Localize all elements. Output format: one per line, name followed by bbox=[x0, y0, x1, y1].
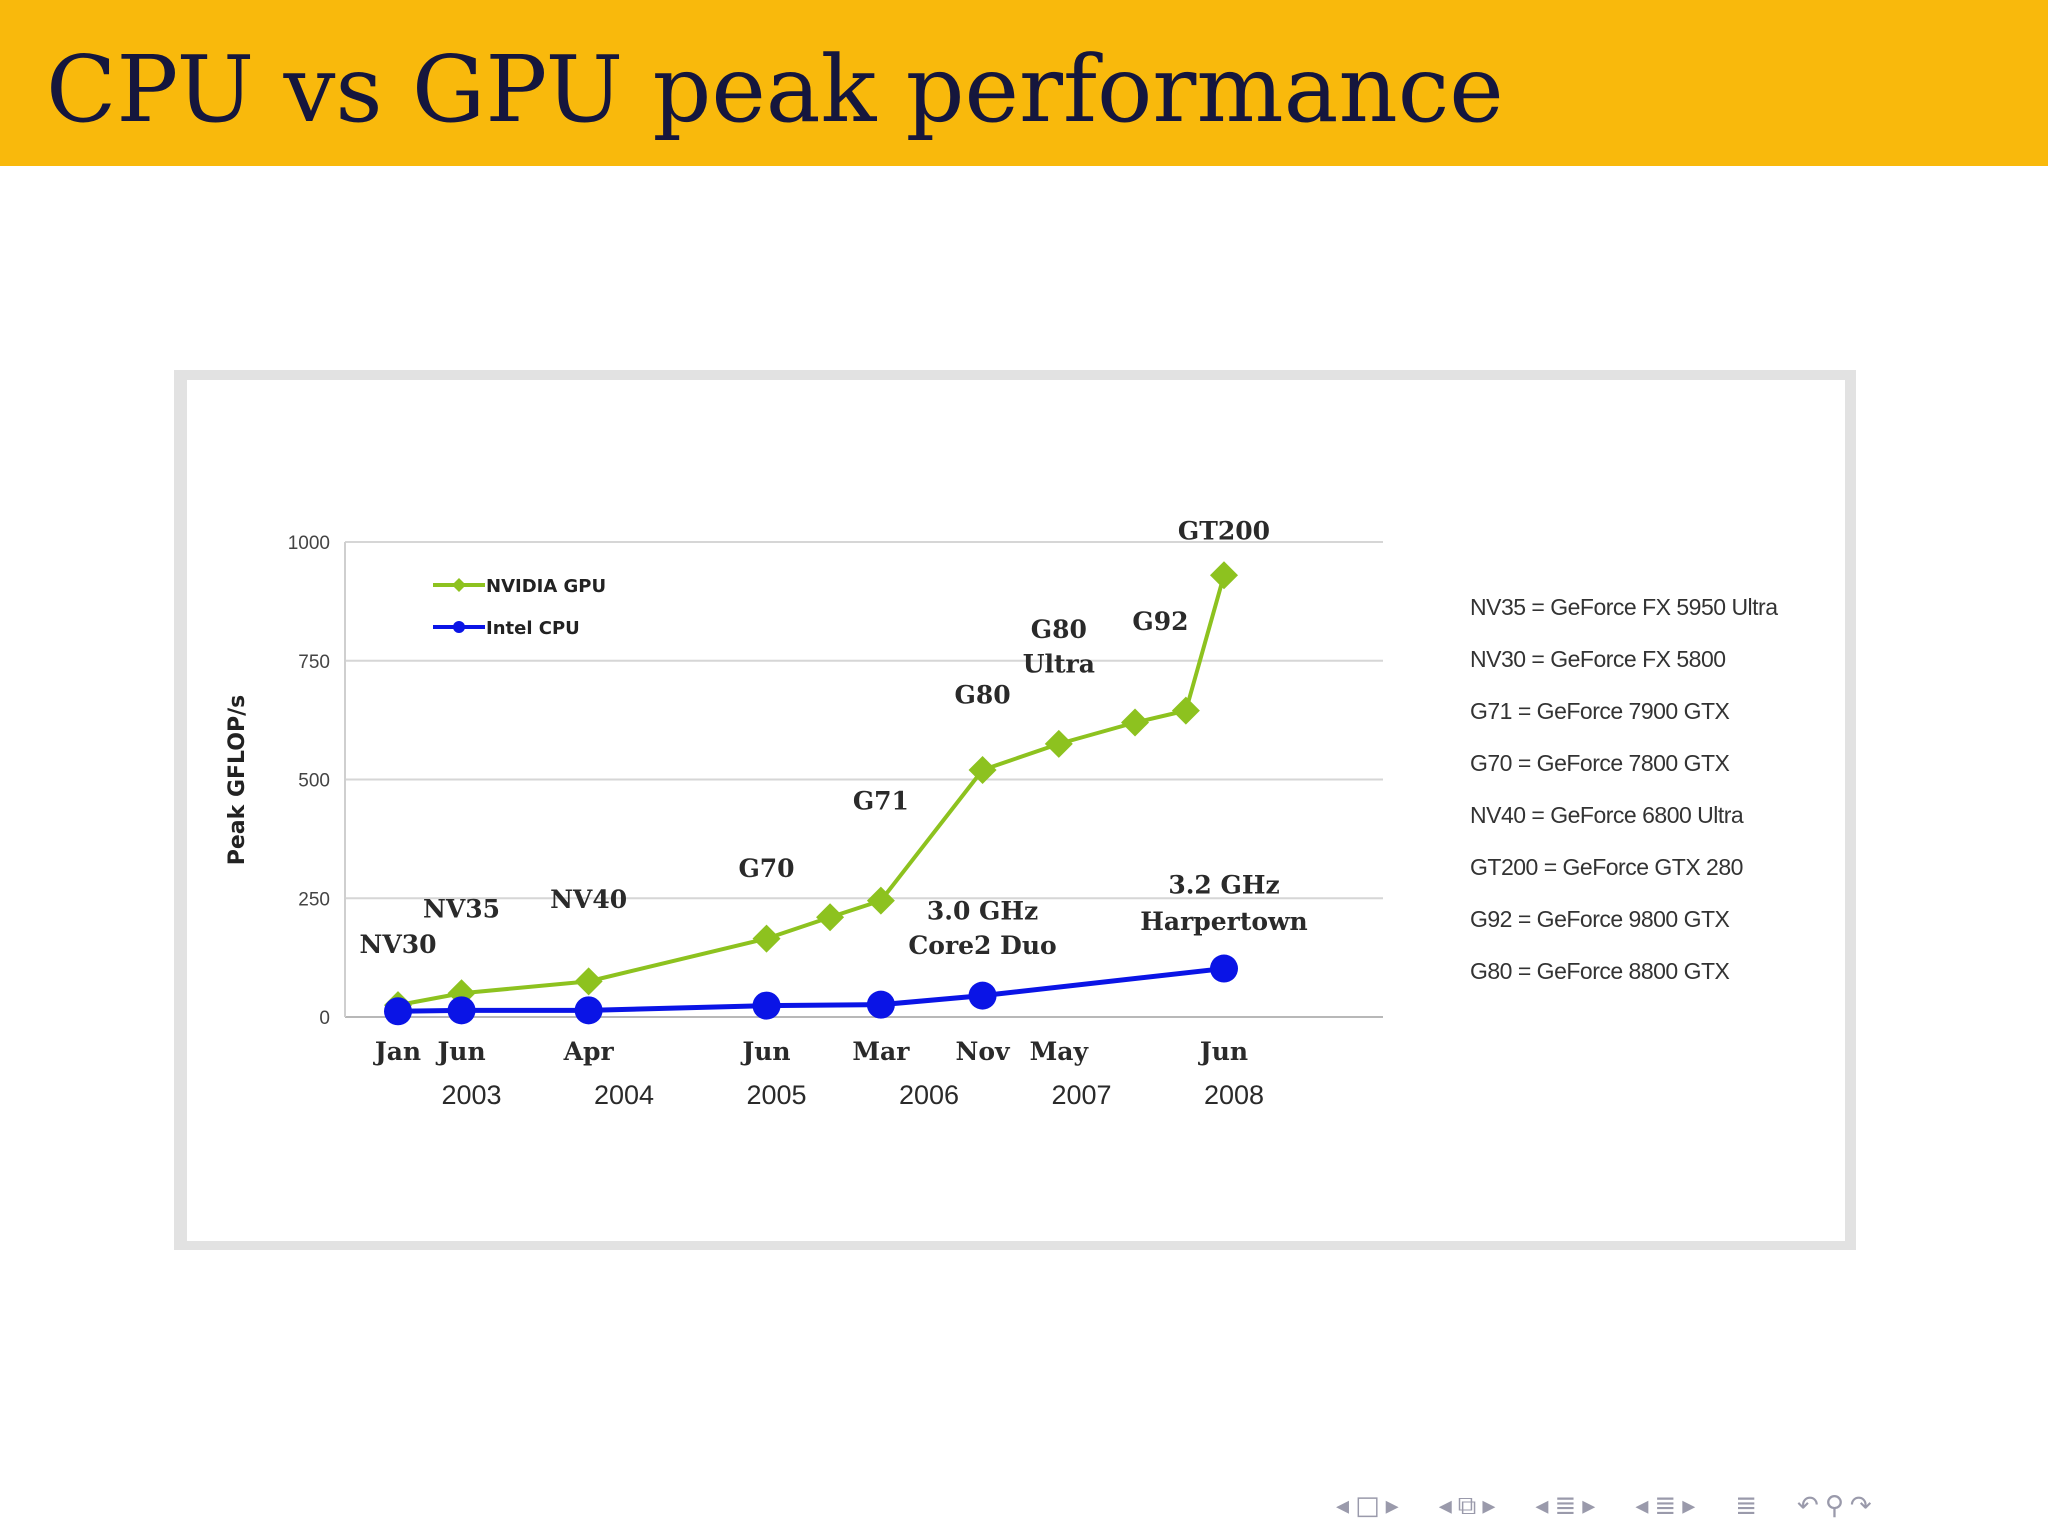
point-annotation: G80 bbox=[954, 681, 1010, 710]
x-tick-label: Apr bbox=[563, 1037, 615, 1066]
x-tick-label: Jun bbox=[740, 1037, 790, 1066]
gpu-data-point bbox=[1210, 561, 1238, 589]
glossary-entry: GT200 = GeForce GTX 280 bbox=[1470, 854, 1743, 880]
outline-icon[interactable]: ≣ bbox=[1735, 1491, 1757, 1521]
gpu-data-point bbox=[1121, 709, 1149, 737]
section-next-icon[interactable]: ▸ bbox=[1582, 1491, 1595, 1521]
cpu-data-point bbox=[575, 996, 603, 1024]
glossary-entry: G70 = GeForce 7800 GTX bbox=[1470, 750, 1730, 776]
legend-marker bbox=[453, 621, 465, 633]
x-year-label: 2007 bbox=[1051, 1080, 1111, 1110]
x-year-label: 2005 bbox=[746, 1080, 806, 1110]
point-annotation: G80 bbox=[1031, 615, 1087, 644]
point-annotation: G71 bbox=[853, 786, 909, 815]
legend-label: Intel CPU bbox=[486, 618, 580, 639]
point-annotation: Core2 Duo bbox=[908, 931, 1056, 960]
y-tick-label: 0 bbox=[319, 1008, 330, 1029]
point-annotation: NV40 bbox=[550, 885, 627, 914]
frame-icon[interactable]: □ bbox=[1355, 1491, 1380, 1521]
legend-marker bbox=[452, 578, 466, 592]
beamer-navigation: ◂ □ ▸ ◂ ⧉ ▸ ◂ ≣ ▸ ◂ ≣ ▸ ≣ ↶ ⚲ ↷ bbox=[1336, 1490, 1872, 1522]
x-tick-label: Mar bbox=[852, 1037, 910, 1066]
y-tick-label: 500 bbox=[298, 771, 330, 792]
cpu-data-point bbox=[867, 991, 895, 1019]
cpu-data-point bbox=[969, 982, 997, 1010]
cpu-data-point bbox=[1210, 955, 1238, 983]
glossary-entry: G92 = GeForce 9800 GTX bbox=[1470, 906, 1730, 932]
frame-prev-icon[interactable]: ◂ bbox=[1336, 1491, 1349, 1521]
y-tick-label: 250 bbox=[298, 889, 330, 910]
x-year-label: 2004 bbox=[594, 1080, 654, 1110]
part-next-icon[interactable]: ▸ bbox=[1682, 1491, 1695, 1521]
legend-label: NVIDIA GPU bbox=[486, 576, 606, 597]
point-annotation: NV35 bbox=[423, 894, 500, 923]
point-annotation: Ultra bbox=[1023, 650, 1095, 679]
x-tick-label: May bbox=[1030, 1037, 1090, 1066]
cpu-data-point bbox=[448, 996, 476, 1024]
point-annotation: NV30 bbox=[359, 930, 436, 959]
y-tick-label: 1000 bbox=[288, 533, 330, 554]
search-icon[interactable]: ⚲ bbox=[1825, 1491, 1844, 1521]
gpu-series-line bbox=[398, 575, 1224, 1005]
undo-icon[interactable]: ↶ bbox=[1797, 1491, 1819, 1521]
subsection-prev-icon[interactable]: ◂ bbox=[1439, 1491, 1452, 1521]
glossary-entry: NV30 = GeForce FX 5800 bbox=[1470, 646, 1726, 672]
point-annotation: Harpertown bbox=[1140, 907, 1307, 936]
gpu-data-point bbox=[1172, 697, 1200, 725]
subsection-icon[interactable]: ⧉ bbox=[1458, 1491, 1477, 1522]
cpu-data-point bbox=[753, 992, 781, 1020]
point-annotation: 3.0 GHz bbox=[927, 897, 1038, 926]
point-annotation: GT200 bbox=[1178, 517, 1270, 546]
glossary-entry: G80 = GeForce 8800 GTX bbox=[1470, 958, 1730, 984]
part-prev-icon[interactable]: ◂ bbox=[1635, 1491, 1648, 1521]
x-tick-label: Jun bbox=[435, 1037, 485, 1066]
gpu-data-point bbox=[575, 967, 603, 995]
glossary-entry: NV35 = GeForce FX 5950 Ultra bbox=[1470, 594, 1778, 620]
gpu-data-point bbox=[816, 903, 844, 931]
y-tick-label: 750 bbox=[298, 652, 330, 673]
point-annotation: 3.2 GHz bbox=[1168, 871, 1279, 900]
cpu-series-line bbox=[398, 969, 1224, 1012]
point-annotation: G70 bbox=[738, 854, 794, 883]
x-tick-label: Nov bbox=[956, 1037, 1012, 1066]
redo-icon[interactable]: ↷ bbox=[1850, 1491, 1872, 1521]
x-year-label: 2006 bbox=[899, 1080, 959, 1110]
frame-next-icon[interactable]: ▸ bbox=[1386, 1491, 1399, 1521]
y-axis-label: Peak GFLOP/s bbox=[225, 695, 250, 865]
part-icon[interactable]: ≣ bbox=[1654, 1491, 1676, 1521]
section-icon[interactable]: ≣ bbox=[1554, 1491, 1576, 1521]
subsection-next-icon[interactable]: ▸ bbox=[1482, 1491, 1495, 1521]
x-tick-label: Jun bbox=[1198, 1037, 1248, 1066]
x-year-label: 2003 bbox=[441, 1080, 501, 1110]
point-annotation: G92 bbox=[1132, 607, 1188, 636]
x-tick-label: Jan bbox=[373, 1037, 421, 1066]
gpu-data-point bbox=[753, 925, 781, 953]
glossary-entry: NV40 = GeForce 6800 Ultra bbox=[1470, 802, 1744, 828]
cpu-data-point bbox=[384, 997, 412, 1025]
section-prev-icon[interactable]: ◂ bbox=[1535, 1491, 1548, 1521]
gpu-data-point bbox=[1045, 730, 1073, 758]
glossary-entry: G71 = GeForce 7900 GTX bbox=[1470, 698, 1730, 724]
x-year-label: 2008 bbox=[1204, 1080, 1264, 1110]
